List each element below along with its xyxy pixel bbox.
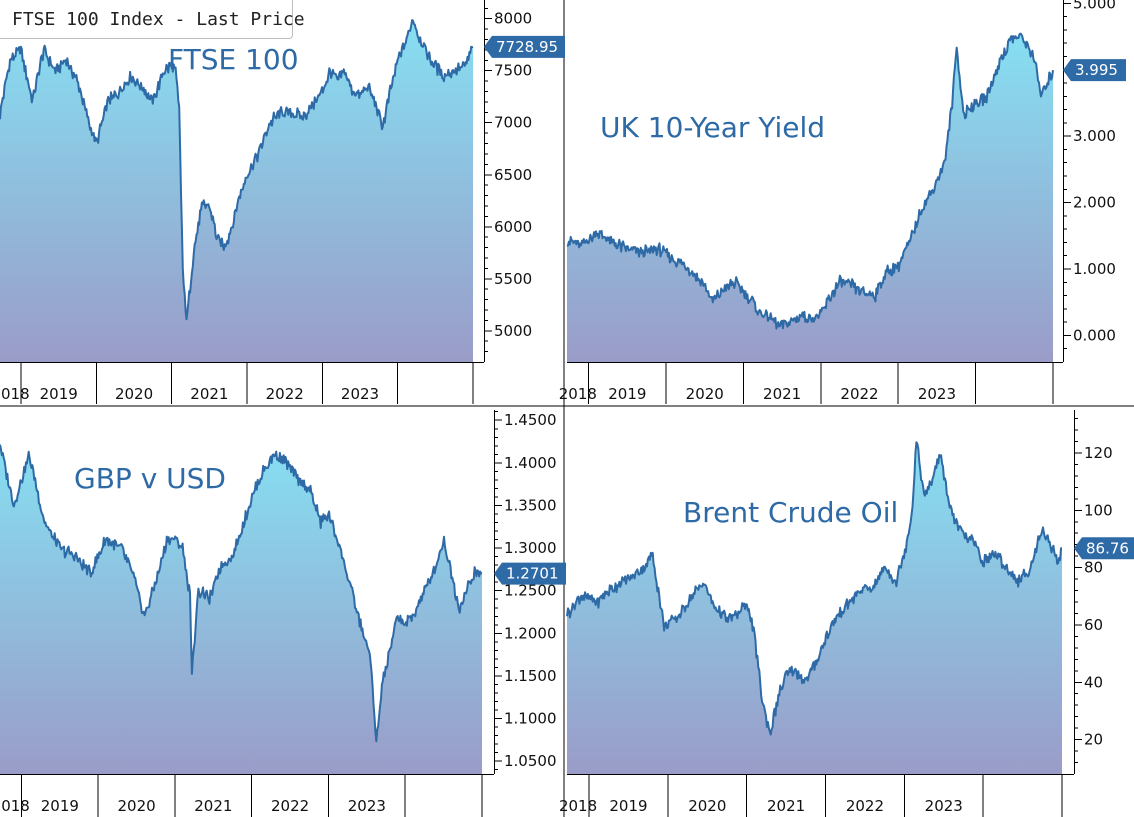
gbpusd-year-label: 2018 (0, 797, 30, 815)
ftse-y-tick-label: 5000 (494, 322, 532, 340)
ftse-year-label: 2019 (40, 385, 78, 403)
ftse-y-tick-label: 7500 (494, 62, 532, 80)
gbpusd-year-label: 2021 (194, 797, 232, 815)
gilt-title: UK 10-Year Yield (600, 111, 825, 144)
gilt-y-tick-label: 5.000 (1073, 0, 1116, 12)
brent-y-tick-label: 60 (1084, 616, 1103, 634)
gbpusd-y-tick-label: 1.2500 (504, 582, 557, 600)
gbpusd-y-tick-label: 1.2000 (504, 624, 557, 642)
brent-y-tick-label: 120 (1084, 444, 1113, 462)
brent-year-label: 2020 (688, 797, 726, 815)
gilt-y-tick-label: 0.000 (1073, 326, 1116, 344)
gbpusd-y-tick-label: 1.1500 (504, 667, 557, 685)
ftse-year-label: 2021 (190, 385, 228, 403)
gbpusd-last-value-label: 1.2701 (506, 565, 559, 583)
ftse-area (0, 20, 473, 362)
gbpusd-y-tick-label: 1.1000 (504, 710, 557, 728)
gilt-year-label: 2022 (840, 385, 878, 403)
gbpusd-y-tick-label: 1.0500 (504, 752, 557, 770)
gbpusd-year-label: 2022 (271, 797, 309, 815)
brent-y-tick-label: 80 (1084, 559, 1103, 577)
brent-last-value-label: 86.76 (1086, 539, 1129, 557)
ftse-y-tick-label: 5500 (494, 270, 532, 288)
brent-year-label: 2021 (767, 797, 805, 815)
gbpusd-y-tick-label: 1.3500 (504, 496, 557, 514)
brent-year-label: 2019 (609, 797, 647, 815)
ftse-title: FTSE 100 (168, 43, 299, 76)
brent-year-label: 2023 (925, 797, 963, 815)
ftse-y-tick-label: 6500 (494, 166, 532, 184)
brent-y-tick-label: 40 (1084, 673, 1103, 691)
ftse-last-value-tag (484, 35, 565, 58)
brent-series-line (566, 441, 1062, 736)
gilt-year-label: 2019 (608, 385, 646, 403)
gbpusd-title: GBP v USD (74, 462, 226, 495)
gbpusd-y-tick-label: 1.4000 (504, 454, 557, 472)
gilt-y-tick-label: 2.000 (1073, 194, 1116, 212)
gbpusd-series-line (0, 444, 483, 743)
ftse-year-label: 2022 (266, 385, 304, 403)
brent-y-tick-label: 20 (1084, 731, 1103, 749)
legend[interactable]: FTSE 100 Index - Last Price (0, 0, 305, 39)
legend-text: FTSE 100 Index - Last Price (12, 8, 305, 30)
brent-y-tick-label: 100 (1084, 501, 1113, 519)
ftse-y-tick-label: 6000 (494, 218, 532, 236)
gbpusd-area (0, 444, 482, 774)
gbpusd-year-label: 2023 (348, 797, 386, 815)
gilt-series-line (566, 32, 1054, 330)
ftse-year-label: 2020 (115, 385, 153, 403)
gilt-area (567, 33, 1053, 362)
gilt-last-value-label: 3.995 (1075, 61, 1118, 79)
gilt-last-value-tag (1063, 59, 1126, 82)
gilt-year-label: 2021 (763, 385, 801, 403)
gilt-year-label: 2020 (686, 385, 724, 403)
gbpusd-year-label: 2020 (118, 797, 156, 815)
brent-last-value-tag (1074, 537, 1134, 560)
gbpusd-y-tick-label: 1.3000 (504, 539, 557, 557)
gilt-year-label: 2018 (559, 385, 597, 403)
brent-title: Brent Crude Oil (683, 496, 898, 529)
brent-area (567, 442, 1062, 774)
gbpusd-y-tick-label: 1.4500 (504, 411, 557, 429)
ftse-series-line (0, 19, 474, 321)
ftse-y-tick-label: 8000 (494, 10, 532, 28)
ftse-y-tick-label: 7000 (494, 114, 532, 132)
ftse-year-label: 2023 (341, 385, 379, 403)
ftse-last-value-label: 7728.95 (496, 38, 558, 56)
brent-year-label: 2022 (846, 797, 884, 815)
gilt-y-tick-label: 3.000 (1073, 127, 1116, 145)
ftse-year-label: 2018 (0, 385, 30, 403)
gilt-y-tick-label: 1.000 (1073, 260, 1116, 278)
gilt-year-label: 2023 (918, 385, 956, 403)
gbpusd-year-label: 2019 (41, 797, 79, 815)
brent-year-label: 2018 (559, 797, 597, 815)
gbpusd-last-value-tag (494, 562, 566, 585)
